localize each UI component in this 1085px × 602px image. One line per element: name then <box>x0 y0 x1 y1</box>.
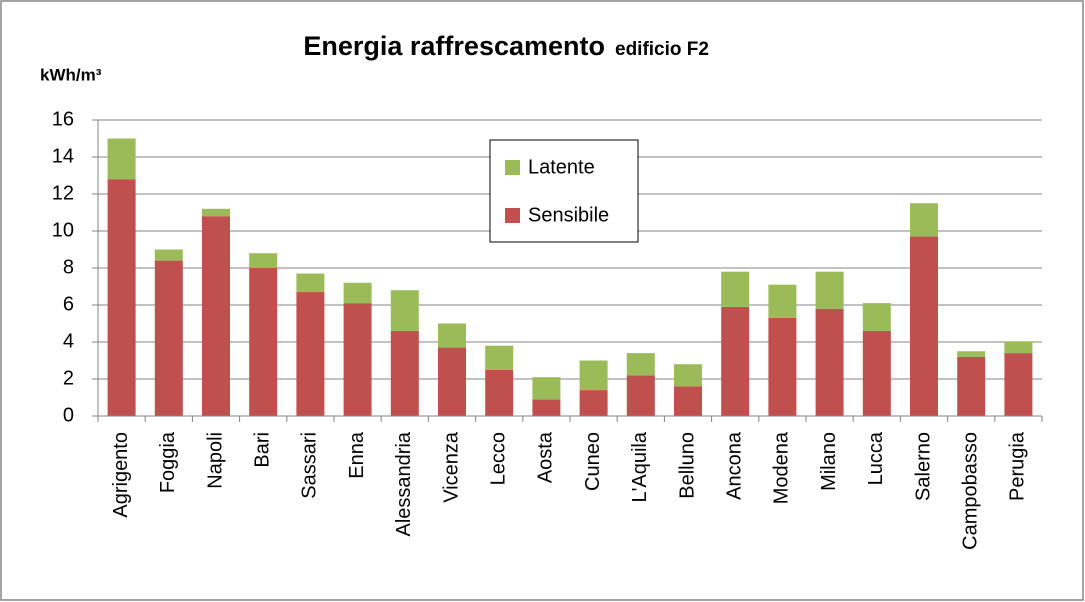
x-tick-label: Aosta <box>535 431 557 483</box>
bar-segment <box>532 399 561 416</box>
bar-segment <box>815 308 844 416</box>
legend-swatch <box>505 160 520 175</box>
x-tick-label: Salerno <box>912 432 934 501</box>
bar-segment <box>390 290 419 331</box>
legend-label: Latente <box>528 156 595 178</box>
bar-segment <box>296 273 325 293</box>
bar-segment <box>626 375 655 416</box>
bar-segment <box>532 377 561 400</box>
bar-segment <box>249 253 278 268</box>
x-tick-label: Alessandria <box>393 431 415 536</box>
x-tick-label: Lucca <box>865 431 887 485</box>
bar-segment <box>343 282 372 304</box>
bar-segment <box>862 330 891 416</box>
y-axis-label: kWh/m³ <box>40 65 102 84</box>
bar-segment <box>674 364 702 387</box>
bar-segment <box>957 351 986 357</box>
x-tick-label: Enna <box>346 431 368 479</box>
bar-segment <box>107 179 136 416</box>
y-tick-label: 0 <box>63 404 74 426</box>
x-tick-label: Ancona <box>723 431 745 500</box>
x-tick-label: Modena <box>771 431 793 504</box>
bar-segment <box>910 203 938 237</box>
x-tick-label: Campobasso <box>959 432 981 550</box>
bar-segment <box>674 386 702 416</box>
x-tick-label: Milano <box>818 432 840 491</box>
y-tick-label: 4 <box>63 330 74 352</box>
y-tick-label: 12 <box>52 182 74 204</box>
x-tick-label: Vicenza <box>440 431 462 503</box>
bar-segment <box>1004 342 1033 354</box>
bar-segment <box>721 306 750 416</box>
bar-segment <box>343 303 372 416</box>
legend-box <box>489 139 639 243</box>
bar-segment <box>768 317 797 416</box>
bar-segment <box>154 260 183 416</box>
y-tick-label: 14 <box>52 145 74 167</box>
bar-segment <box>1004 353 1033 416</box>
chart-title: Energia raffrescamento <box>303 31 605 61</box>
x-tick-label: Cuneo <box>582 432 604 491</box>
x-tick-label: Bari <box>251 432 273 468</box>
bar-segment <box>579 390 608 416</box>
bar-segment <box>438 347 466 416</box>
bar-segment <box>107 138 136 180</box>
y-tick-label: 16 <box>52 108 74 130</box>
x-tick-label: Agrigento <box>110 432 132 518</box>
x-tick-label: Belluno <box>676 432 698 499</box>
x-tick-label: L'Aquila <box>629 431 651 502</box>
bar-segment <box>579 360 608 391</box>
bar-segment <box>721 271 750 307</box>
bar-segment <box>202 216 230 416</box>
bar-segment <box>815 271 844 309</box>
bar-segment <box>438 323 466 348</box>
bar-segment <box>485 345 514 370</box>
bar-segment <box>862 303 891 331</box>
bar-segment <box>390 330 419 416</box>
bar-segment <box>768 284 797 318</box>
y-tick-label: 6 <box>63 293 74 315</box>
legend-label: Sensibile <box>528 204 609 226</box>
y-tick-label: 2 <box>63 367 74 389</box>
y-tick-label: 8 <box>63 256 74 278</box>
x-tick-label: Napoli <box>204 432 226 489</box>
bar-segment <box>296 292 325 416</box>
bar-segment <box>202 208 230 217</box>
bar-segment <box>485 369 514 416</box>
x-tick-label: Sassari <box>299 432 321 499</box>
y-tick-label: 10 <box>52 219 74 241</box>
bar-segment <box>249 268 278 416</box>
legend: Latente Sensibile <box>489 139 639 243</box>
x-tick-label: Perugia <box>1007 431 1029 501</box>
bar-segment <box>957 356 986 416</box>
bar-segment <box>626 353 655 376</box>
x-tick-label: Foggia <box>157 431 179 493</box>
bar-segment <box>154 249 183 261</box>
chart-subtitle: edificio F2 <box>615 39 709 60</box>
legend-swatch <box>505 208 520 223</box>
bar-segment <box>910 236 938 416</box>
x-tick-label: Lecco <box>487 432 509 485</box>
